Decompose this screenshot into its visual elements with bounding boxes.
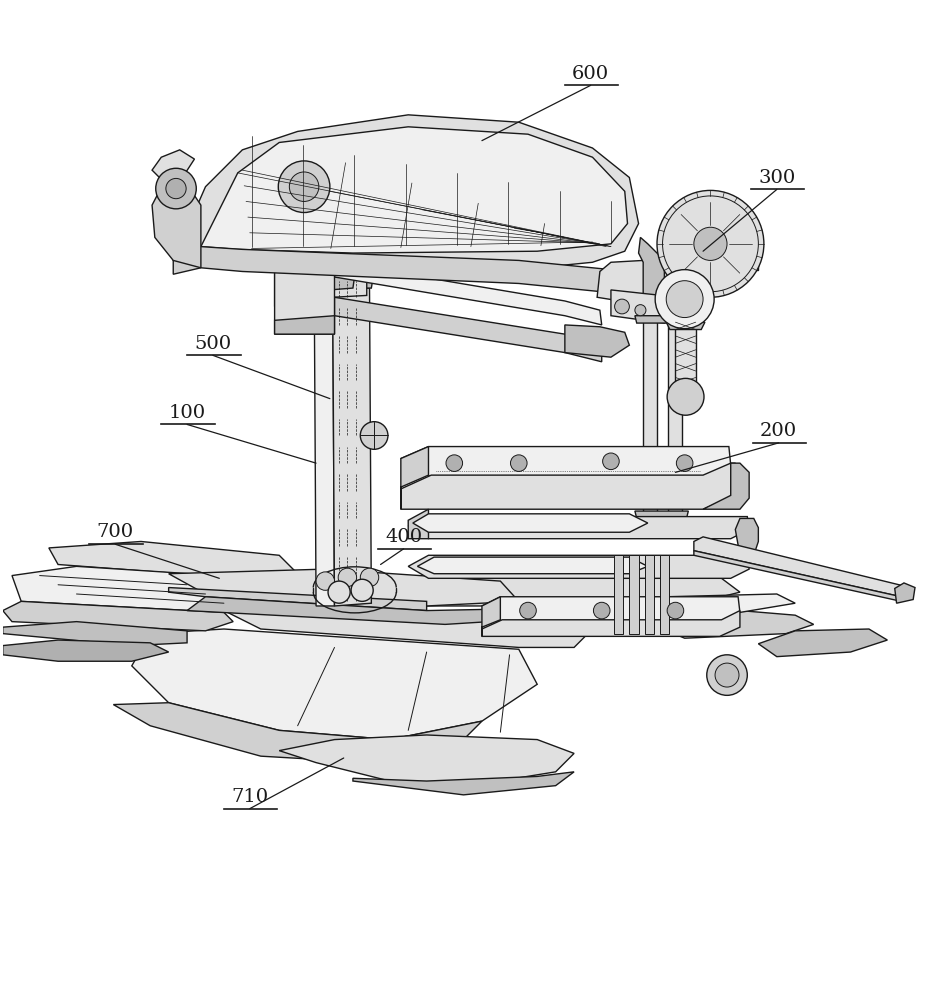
Polygon shape: [735, 518, 758, 555]
Polygon shape: [408, 555, 749, 578]
Circle shape: [715, 663, 739, 687]
Polygon shape: [635, 511, 689, 518]
Circle shape: [289, 172, 319, 201]
Polygon shape: [335, 262, 602, 325]
Polygon shape: [417, 557, 648, 574]
Polygon shape: [400, 447, 428, 509]
Circle shape: [706, 655, 747, 695]
Polygon shape: [169, 588, 426, 611]
Polygon shape: [206, 601, 592, 647]
Polygon shape: [314, 288, 335, 606]
Polygon shape: [565, 325, 629, 357]
Polygon shape: [201, 127, 628, 253]
Polygon shape: [3, 622, 187, 646]
Polygon shape: [482, 611, 740, 636]
Circle shape: [667, 602, 684, 619]
Polygon shape: [629, 606, 814, 638]
Circle shape: [446, 455, 463, 471]
Circle shape: [593, 602, 610, 619]
Polygon shape: [152, 150, 195, 182]
Text: 700: 700: [96, 523, 133, 541]
Polygon shape: [173, 115, 639, 271]
Polygon shape: [333, 288, 372, 606]
Text: 300: 300: [758, 169, 795, 187]
Text: 200: 200: [760, 422, 797, 440]
Polygon shape: [333, 275, 367, 297]
Polygon shape: [169, 569, 519, 606]
Polygon shape: [645, 555, 654, 634]
Polygon shape: [408, 509, 428, 539]
Text: 100: 100: [169, 404, 206, 422]
Text: 710: 710: [231, 788, 268, 806]
Polygon shape: [639, 237, 665, 305]
Polygon shape: [643, 320, 657, 514]
Polygon shape: [694, 537, 910, 597]
Circle shape: [615, 299, 629, 314]
Polygon shape: [400, 463, 735, 509]
Polygon shape: [132, 629, 538, 740]
Polygon shape: [274, 242, 335, 306]
Circle shape: [338, 568, 357, 587]
Polygon shape: [400, 447, 730, 477]
Circle shape: [156, 168, 197, 209]
Polygon shape: [408, 578, 740, 606]
Polygon shape: [353, 772, 574, 795]
Polygon shape: [635, 316, 689, 323]
Circle shape: [520, 602, 537, 619]
Polygon shape: [274, 316, 335, 334]
Polygon shape: [311, 277, 374, 288]
Polygon shape: [611, 290, 676, 323]
Polygon shape: [665, 259, 758, 270]
Polygon shape: [49, 541, 298, 578]
Polygon shape: [3, 601, 233, 631]
Polygon shape: [279, 735, 574, 784]
Circle shape: [361, 568, 379, 587]
Circle shape: [603, 453, 619, 470]
Circle shape: [351, 579, 374, 601]
Polygon shape: [12, 566, 279, 612]
Text: 600: 600: [572, 65, 609, 83]
Polygon shape: [482, 597, 740, 622]
Polygon shape: [668, 320, 682, 514]
Polygon shape: [614, 555, 623, 634]
Polygon shape: [703, 463, 749, 509]
Circle shape: [278, 161, 330, 213]
Circle shape: [667, 281, 703, 318]
Polygon shape: [152, 177, 201, 268]
Polygon shape: [895, 583, 915, 603]
Circle shape: [511, 455, 527, 471]
Circle shape: [677, 455, 693, 471]
Polygon shape: [3, 640, 169, 661]
Polygon shape: [187, 597, 519, 624]
Text: 400: 400: [385, 528, 422, 546]
Polygon shape: [758, 629, 887, 657]
Circle shape: [694, 227, 727, 260]
Text: 500: 500: [195, 335, 232, 353]
Circle shape: [667, 378, 704, 415]
Polygon shape: [482, 597, 501, 636]
Polygon shape: [335, 297, 602, 362]
Circle shape: [316, 572, 335, 590]
Circle shape: [635, 305, 646, 316]
Polygon shape: [597, 260, 665, 305]
Polygon shape: [676, 327, 695, 389]
Polygon shape: [611, 594, 795, 615]
Polygon shape: [408, 517, 749, 539]
Polygon shape: [274, 262, 335, 334]
Polygon shape: [329, 288, 370, 603]
Circle shape: [361, 422, 387, 449]
Circle shape: [657, 190, 764, 297]
Circle shape: [328, 581, 350, 603]
Polygon shape: [330, 275, 355, 290]
Circle shape: [655, 270, 714, 329]
Polygon shape: [113, 703, 482, 763]
Circle shape: [166, 178, 186, 199]
Polygon shape: [274, 224, 353, 246]
Polygon shape: [413, 514, 648, 532]
Polygon shape: [694, 551, 901, 601]
Polygon shape: [667, 322, 705, 330]
Polygon shape: [660, 555, 669, 634]
Polygon shape: [629, 555, 639, 634]
Polygon shape: [173, 247, 639, 297]
